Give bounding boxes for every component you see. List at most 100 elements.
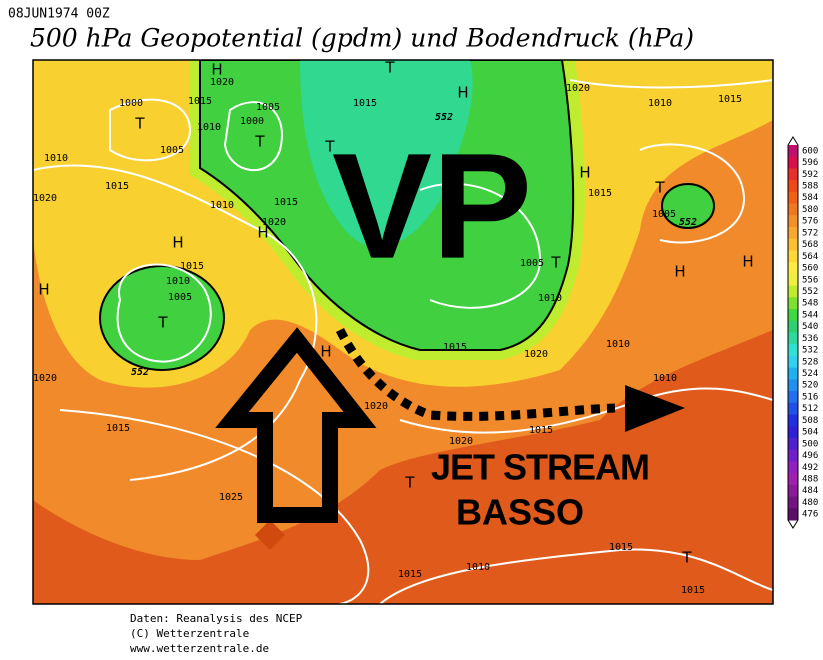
isoline-label: 1015 <box>106 423 130 434</box>
colorbar-label: 504 <box>802 428 818 438</box>
isoline-label: 1025 <box>219 492 243 503</box>
colorbar-swatch <box>788 273 798 287</box>
cold-core <box>300 60 473 247</box>
date: 08JUN1974 00Z <box>8 7 110 22</box>
colorbar-swatch <box>788 309 798 322</box>
isoline-label: 1020 <box>364 401 388 412</box>
colorbar-label: 508 <box>802 416 818 426</box>
isoline-label: 1020 <box>210 77 234 88</box>
colorbar-label: 600 <box>802 146 818 156</box>
isoline-label: 1015 <box>180 261 204 272</box>
colorbar-label: 524 <box>802 369 818 379</box>
isoline-label: 1010 <box>197 122 221 133</box>
colorbar-swatch <box>788 238 798 251</box>
colorbar-swatch <box>788 215 798 228</box>
isoline-label: 1015 <box>274 197 298 208</box>
jet-arrowhead <box>625 385 685 432</box>
pressure-center: H <box>38 281 49 299</box>
isoline-label: 1005 <box>256 102 280 113</box>
colorbar-label: 568 <box>802 240 818 250</box>
colorbar-label: 588 <box>802 182 818 192</box>
colorbar-label: 552 <box>802 287 818 297</box>
colorbar-label: 596 <box>802 158 818 168</box>
isoline-label: 1010 <box>44 153 68 164</box>
isoline-label: 1020 <box>449 436 473 447</box>
colorbar-swatch <box>788 508 798 521</box>
colorbar-swatch <box>788 320 798 333</box>
colorbar-swatch <box>788 156 798 169</box>
colorbar-swatch <box>788 426 798 439</box>
colorbar-swatch <box>788 203 798 216</box>
pressure-center: H <box>674 263 685 281</box>
isoline-label: 552 <box>435 112 453 123</box>
colorbar-swatch <box>788 402 798 416</box>
pressure-center: H <box>211 61 222 79</box>
colorbar-label: 528 <box>802 357 818 367</box>
colorbar-label: 492 <box>802 463 818 473</box>
colorbar-label: 500 <box>802 439 818 449</box>
isoline-label: 1010 <box>648 98 672 109</box>
isoline-label: 1005 <box>168 292 192 303</box>
colorbar-swatch <box>788 449 798 462</box>
colorbar-label: 536 <box>802 334 818 344</box>
pressure-center: T <box>550 254 561 272</box>
isoline-label: 1005 <box>652 209 676 220</box>
pressure-center: H <box>457 84 468 102</box>
colorbar-label: 576 <box>802 217 818 227</box>
pressure-center: T <box>681 549 692 567</box>
isoline-label: 1005 <box>520 258 544 269</box>
isoline-label: 1015 <box>105 181 129 192</box>
isoline-label: 1015 <box>718 94 742 105</box>
colorbar-label: 544 <box>802 310 818 320</box>
colorbar-swatch <box>788 191 798 205</box>
colorbar-label: 584 <box>802 193 818 203</box>
isoline-label: 1020 <box>33 193 57 204</box>
colorbar-swatch <box>788 285 798 298</box>
colorbar-label: 532 <box>802 346 818 356</box>
up-arrow <box>215 327 377 523</box>
credit: (C) Wetterzentrale <box>130 627 249 640</box>
colorbar-swatch <box>788 227 798 240</box>
jet-label: JET STREAM <box>431 447 649 488</box>
jet-path <box>335 327 616 421</box>
isoline-label: 552 <box>679 217 697 228</box>
isoline-label: 1010 <box>466 562 490 573</box>
colorbar-swatch <box>788 484 798 498</box>
title: 500 hPa Geopotential (gpdm) und Bodendru… <box>30 24 694 53</box>
colorbar-label: 592 <box>802 170 818 180</box>
jet-label: BASSO <box>456 492 584 533</box>
colorbar-label: 520 <box>802 381 818 391</box>
isoline-label: 1015 <box>188 96 212 107</box>
isoline-label: 1000 <box>119 98 143 109</box>
system-label: VP <box>332 122 532 290</box>
pressure-center: H <box>742 253 753 271</box>
colorbar-label: 556 <box>802 275 818 285</box>
colorbar-swatch <box>788 379 798 392</box>
colorbar-label: 580 <box>802 205 818 215</box>
colorbar-label: 516 <box>802 392 818 402</box>
map-frame <box>32 59 774 605</box>
colorbar-label: 548 <box>802 299 818 309</box>
isoline-label: 1015 <box>609 542 633 553</box>
pressure-center: H <box>172 234 183 252</box>
colorbar-swatch <box>788 145 798 158</box>
isoline-label: 1015 <box>529 425 553 436</box>
colorbar-swatch <box>788 473 798 486</box>
credit: www.wetterzentrale.de <box>130 642 269 655</box>
isoline-label: 1020 <box>33 373 57 384</box>
pressure-center: T <box>384 59 395 77</box>
colorbar-label: 540 <box>802 322 818 332</box>
pressure-center: H <box>257 224 268 242</box>
colorbar: 6005965925885845805765725685645605565525… <box>787 136 818 529</box>
isoline-label: 1015 <box>443 342 467 353</box>
pressure-center: H <box>320 343 331 361</box>
colorbar-label: 484 <box>802 486 818 496</box>
map: H H H H H H H H H T T T T T T T T T 1020 1015 1005 1010 1000 10… <box>33 59 773 604</box>
pressure-center: T <box>654 179 665 197</box>
colorbar-swatch <box>788 262 798 275</box>
colorbar-swatch <box>788 414 798 427</box>
colorbar-label: 564 <box>802 252 818 262</box>
pressure-center: T <box>134 115 145 133</box>
pressure-center: T <box>157 314 168 332</box>
